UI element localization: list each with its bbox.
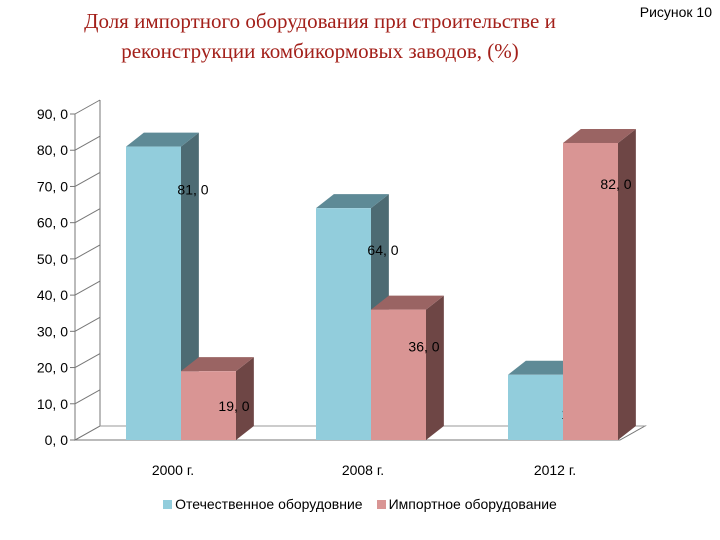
y-gridline-side: [74, 135, 101, 151]
y-tick-label: 80, 0: [37, 142, 68, 158]
bar-0-1: [181, 371, 236, 440]
chart-title: Доля импортного оборудования при строите…: [30, 6, 610, 66]
legend: Отечественное оборудовние Импортное обор…: [0, 496, 720, 512]
y-gridline-side: [74, 389, 101, 405]
legend-swatch-domestic: [163, 499, 173, 509]
y-gridline-side: [74, 353, 101, 368]
legend-swatch-import: [376, 499, 386, 509]
bar-top-2-0: [508, 360, 581, 375]
bar-2-1: [563, 142, 618, 440]
y-tick-label: 90, 0: [37, 106, 68, 122]
bar-side-2-1: [618, 128, 636, 440]
y-tick-label: 0, 0: [45, 432, 69, 448]
y-gridline-side: [74, 208, 101, 224]
x-category-label-0: 2000 г.: [152, 462, 194, 478]
bar-0-0: [126, 146, 181, 440]
y-tick-label: 70, 0: [37, 178, 68, 194]
data-label-2-1: 82, 0: [600, 176, 631, 192]
chart-title-line-1: Доля импортного оборудования при строите…: [84, 9, 556, 33]
bar-top-2-1: [563, 128, 636, 143]
legend-label-domestic: Отечественное оборудовние: [175, 496, 363, 512]
bar-top-1-0: [316, 194, 389, 209]
bar-1-0: [316, 208, 371, 440]
y-gridline-side: [74, 425, 101, 441]
y-tick-label: 60, 0: [37, 215, 68, 231]
x-category-label-1: 2008 г.: [342, 462, 384, 478]
chart-side-wall: [74, 100, 101, 441]
bar-1-1: [371, 309, 426, 440]
legend-item-import: Импортное оборудование: [376, 496, 557, 512]
y-tick-label: 20, 0: [37, 360, 68, 376]
legend-item-domestic: Отечественное оборудовние: [163, 496, 363, 512]
figure-label: Рисунок 10: [639, 4, 712, 20]
y-gridline-side: [74, 244, 101, 260]
y-gridline-side: [74, 316, 101, 332]
data-label-1-0: 64, 0: [367, 242, 398, 258]
y-tick-label: 40, 0: [37, 287, 68, 303]
y-gridline-side: [74, 280, 101, 296]
data-label-0-0: 81, 0: [177, 182, 208, 198]
y-gridline-side: [74, 172, 101, 187]
bar-side-1-1: [426, 295, 444, 440]
bar-2-0: [508, 374, 563, 440]
data-label-0-1: 19, 0: [218, 398, 249, 414]
x-category-label-2: 2012 г.: [534, 462, 576, 478]
y-tick-label: 50, 0: [37, 251, 68, 267]
bar-side-0-1: [236, 357, 254, 440]
y-tick-label: 30, 0: [37, 323, 68, 339]
legend-label-import: Импортное оборудование: [388, 496, 557, 512]
bar-top-1-1: [371, 295, 444, 310]
bar-top-0-0: [126, 132, 199, 147]
y-gridline-side: [74, 99, 101, 115]
y-tick-label: 10, 0: [37, 396, 68, 412]
chart-title-line-2: реконструкции комбикормовых заводов, (%): [121, 39, 519, 63]
bar-top-0-1: [181, 357, 254, 372]
data-label-1-1: 36, 0: [408, 339, 439, 355]
